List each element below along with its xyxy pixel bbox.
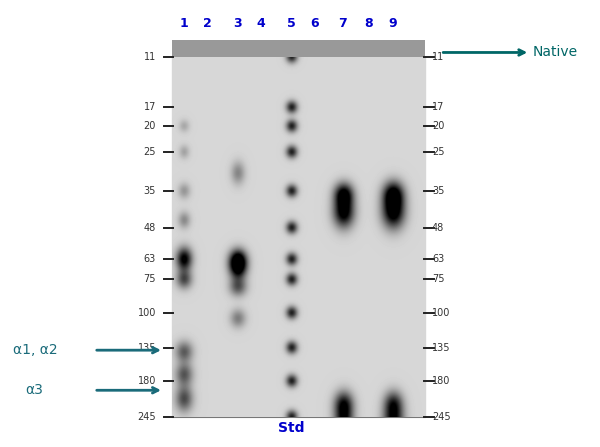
Text: 20: 20 bbox=[432, 121, 445, 131]
Text: 17: 17 bbox=[432, 102, 445, 112]
Text: 6: 6 bbox=[311, 17, 319, 30]
Text: 180: 180 bbox=[432, 376, 451, 386]
Text: 75: 75 bbox=[432, 274, 445, 284]
Text: 100: 100 bbox=[137, 308, 156, 318]
Text: 2: 2 bbox=[203, 17, 212, 30]
Text: 3: 3 bbox=[233, 17, 242, 30]
Text: α3: α3 bbox=[25, 383, 43, 397]
Text: 7: 7 bbox=[338, 17, 347, 30]
Text: 25: 25 bbox=[432, 147, 445, 157]
Text: Native: Native bbox=[443, 46, 578, 59]
Text: 9: 9 bbox=[388, 17, 397, 30]
Text: 180: 180 bbox=[137, 376, 156, 386]
Text: 4: 4 bbox=[257, 17, 266, 30]
Text: 245: 245 bbox=[432, 412, 451, 422]
Text: 11: 11 bbox=[432, 52, 444, 62]
Text: 135: 135 bbox=[432, 343, 451, 353]
Text: 135: 135 bbox=[137, 343, 156, 353]
Text: 48: 48 bbox=[432, 223, 444, 233]
Text: 20: 20 bbox=[143, 121, 156, 131]
Text: 35: 35 bbox=[143, 186, 156, 196]
Text: 1: 1 bbox=[179, 17, 188, 30]
Text: 75: 75 bbox=[143, 274, 156, 284]
Text: 63: 63 bbox=[144, 254, 156, 264]
Bar bbox=[172, 40, 425, 57]
Text: 100: 100 bbox=[432, 308, 451, 318]
Text: α1, α2: α1, α2 bbox=[13, 343, 58, 357]
Text: 245: 245 bbox=[137, 412, 156, 422]
Text: 63: 63 bbox=[432, 254, 444, 264]
Bar bbox=[172, 57, 425, 417]
Text: Std: Std bbox=[278, 421, 304, 434]
Text: 35: 35 bbox=[432, 186, 445, 196]
Text: 8: 8 bbox=[364, 17, 373, 30]
Text: 25: 25 bbox=[143, 147, 156, 157]
Text: 17: 17 bbox=[143, 102, 156, 112]
Text: 48: 48 bbox=[144, 223, 156, 233]
Text: 11: 11 bbox=[144, 52, 156, 62]
Text: 5: 5 bbox=[287, 17, 295, 30]
